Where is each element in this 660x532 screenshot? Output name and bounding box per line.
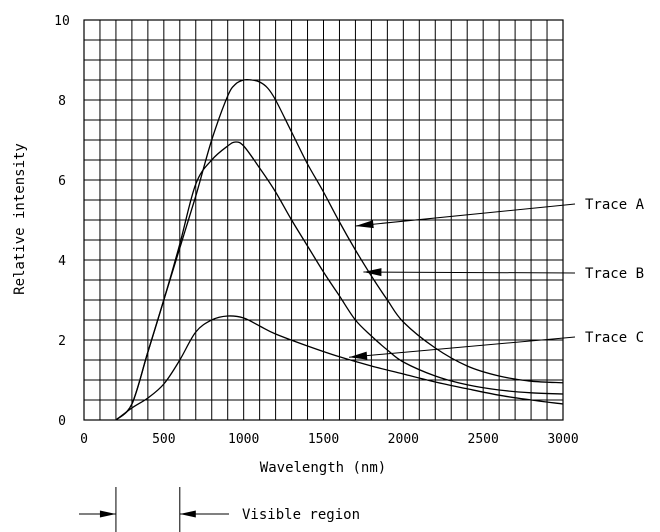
annotations: Trace A Trace B Trace C: [349, 197, 645, 360]
trace-b-leader-line: [363, 271, 576, 274]
trace-a-label: Trace A: [585, 197, 645, 213]
grid: [83, 19, 564, 421]
trace-a-leader-line: [355, 203, 576, 227]
trace-b-arrowhead: [363, 268, 382, 277]
plot-frame: [83, 19, 564, 421]
y-tick-label: 2: [58, 334, 66, 349]
visible-region-right-arrowhead: [179, 510, 196, 518]
x-tick-label: 2000: [388, 432, 419, 447]
x-tick-label: 2500: [468, 432, 499, 447]
y-axis-label: Relative intensity: [12, 143, 28, 295]
trace-b-line: [115, 141, 564, 421]
x-tick-label: 3000: [547, 432, 578, 447]
y-tick-label: 4: [58, 254, 66, 269]
y-tick-label: 0: [58, 414, 66, 429]
trace-c-label: Trace C: [585, 330, 644, 346]
trace-c-line: [115, 315, 564, 421]
trace-b-label: Trace B: [585, 266, 644, 282]
visible-region-label: Visible region: [242, 507, 360, 523]
trace-c-arrowhead: [349, 351, 368, 360]
visible-region-left-arrowhead: [99, 510, 116, 518]
y-tick-label: 8: [58, 94, 66, 109]
x-tick-label: 0: [80, 432, 88, 447]
y-tick-label: 6: [58, 174, 66, 189]
x-tick-label: 1000: [228, 432, 259, 447]
x-axis-label: Wavelength (nm): [260, 460, 386, 476]
curves: [115, 78, 564, 421]
trace-a-arrowhead: [355, 220, 374, 229]
trace-c-leader-line: [349, 336, 576, 358]
y-tick-label: 10: [54, 14, 70, 29]
x-tick-label: 500: [152, 432, 175, 447]
visible-region-marker: [79, 487, 229, 532]
x-tick-label: 1500: [308, 432, 339, 447]
ticks: 0 500 1000 1500 2000 2500 3000 0 2 4 6 8 10: [54, 14, 578, 447]
trace-a-line: [115, 78, 564, 421]
